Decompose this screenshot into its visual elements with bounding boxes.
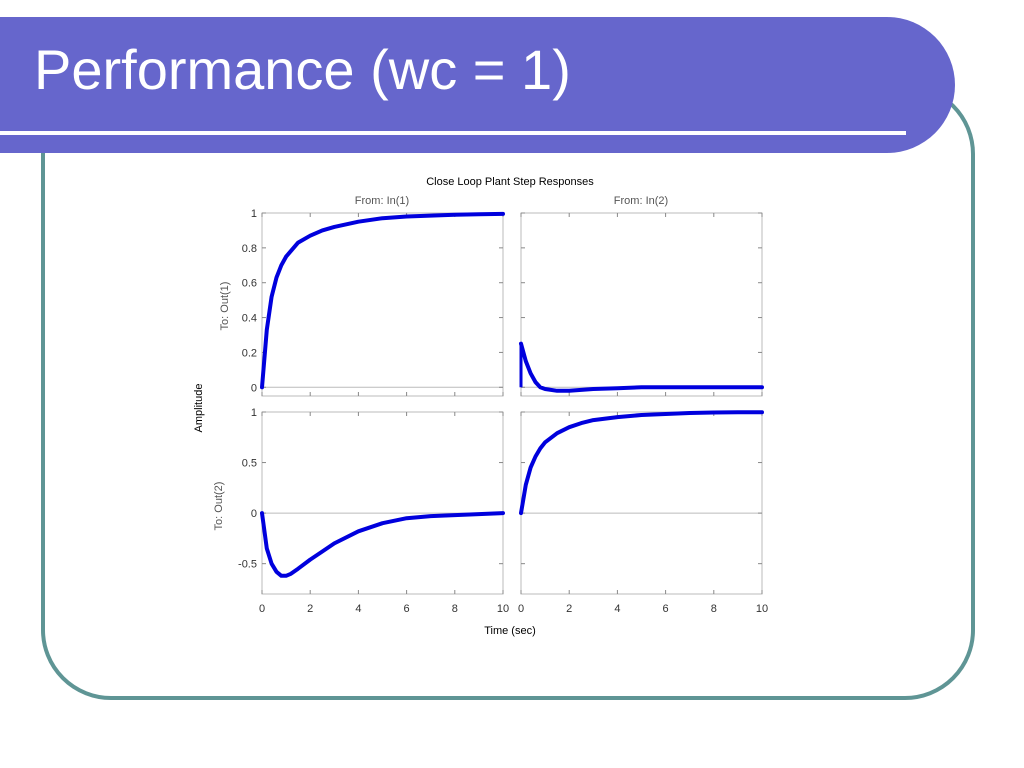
- x-tick-label-2: 2: [566, 603, 572, 615]
- slide-title: Performance (wc = 1): [34, 38, 571, 101]
- y-tick-label-0: 0: [251, 508, 257, 520]
- series-line-r2c2: [519, 410, 764, 516]
- y-tick-label-0-5: -0.5: [238, 559, 257, 571]
- panel-frame-r2c2: [520, 411, 763, 595]
- y-tick-label-0-6: 0.6: [242, 278, 257, 290]
- x-tick-label-8: 8: [711, 603, 717, 615]
- panel-frame-r1c1: [261, 212, 504, 397]
- title-band: [0, 17, 955, 153]
- x-tick-label-6: 6: [663, 603, 669, 615]
- x-tick-label-10: 10: [497, 603, 509, 615]
- x-tick-label-4: 4: [614, 603, 620, 615]
- column-header-in1: From: In(1): [355, 195, 409, 207]
- y-tick-label-0-8: 0.8: [242, 243, 257, 255]
- y-tick-label-0-2: 0.2: [242, 347, 257, 359]
- x-tick-label-8: 8: [452, 603, 458, 615]
- series-line-r2c1: [260, 511, 505, 578]
- x-tick-label-10: 10: [756, 603, 768, 615]
- y-tick-label-0-4: 0.4: [242, 313, 257, 325]
- y-tick-label-1: 1: [251, 407, 257, 419]
- x-tick-label-6: 6: [404, 603, 410, 615]
- column-header-in2: From: In(2): [614, 195, 668, 207]
- panel-group: 00.20.40.60.81-0.500.510 2 4 6 8 10 0 2 4 6 8 10: [238, 208, 768, 615]
- y-tick-label-0: 0: [251, 382, 257, 394]
- x-tick-label-0: 0: [518, 603, 524, 615]
- y-axis-label: Amplitude: [193, 384, 205, 433]
- panel-frame-r1c2: [520, 212, 763, 397]
- row-header-out2: To: Out(2): [213, 482, 225, 531]
- y-tick-label-1: 1: [251, 208, 257, 220]
- x-axis-label: Time (sec): [484, 625, 536, 637]
- chart-title: Close Loop Plant Step Responses: [426, 176, 594, 188]
- title-rule: [0, 131, 906, 135]
- series-line-r1c2: [519, 341, 764, 393]
- series-line-r1c1: [260, 211, 505, 390]
- x-tick-label-0: 0: [259, 603, 265, 615]
- x-tick-label-4: 4: [355, 603, 361, 615]
- y-tick-label-0-5: 0.5: [242, 458, 257, 470]
- row-header-out1: To: Out(1): [219, 282, 231, 331]
- x-tick-label-2: 2: [307, 603, 313, 615]
- content-frame: [41, 84, 975, 700]
